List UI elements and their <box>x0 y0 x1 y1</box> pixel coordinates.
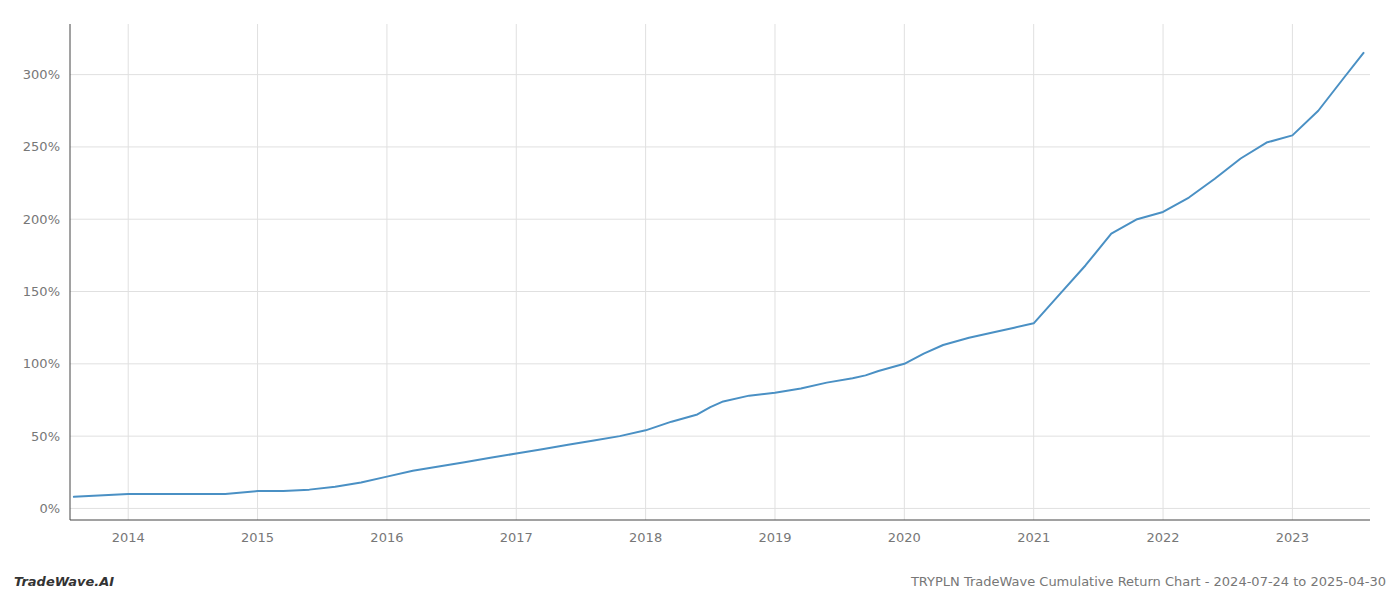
y-grid-line <box>70 436 1370 437</box>
y-grid-line <box>70 219 1370 220</box>
return-line <box>74 53 1364 497</box>
y-tick-label: 200% <box>23 212 60 227</box>
x-axis-line <box>70 520 1370 521</box>
y-grid-line <box>70 508 1370 509</box>
footer: TradeWave.AI TRYPLN TradeWave Cumulative … <box>14 574 1386 589</box>
x-tick-label: 2019 <box>758 530 791 545</box>
y-grid-line <box>70 146 1370 147</box>
x-tick-label: 2015 <box>241 530 274 545</box>
x-tick-label: 2016 <box>370 530 403 545</box>
x-grid-line <box>257 24 258 520</box>
x-tick-label: 2020 <box>888 530 921 545</box>
y-axis-line <box>70 24 71 520</box>
y-tick-label: 0% <box>39 501 60 516</box>
y-tick-label: 150% <box>23 284 60 299</box>
brand-annotation: TradeWave.AI <box>14 574 114 589</box>
tick-labels: 2014 2015 2016 2017 2018 2019 2020 2021 2022 2023… <box>23 67 1309 545</box>
grid <box>70 24 1370 520</box>
chart: 2014 2015 2016 2017 2018 2019 2020 2021 2022 2023… <box>0 0 1400 600</box>
x-grid-line <box>128 24 129 520</box>
x-tick-label: 2023 <box>1276 530 1309 545</box>
x-grid-line <box>1033 24 1034 520</box>
x-tick-label: 2022 <box>1146 530 1179 545</box>
x-grid-line <box>1292 24 1293 520</box>
chart-title: TRYPLN TradeWave Cumulative Return Chart… <box>910 574 1386 589</box>
x-tick-label: 2017 <box>500 530 533 545</box>
background <box>0 0 1400 600</box>
x-grid-line <box>904 24 905 520</box>
y-grid-line <box>70 363 1370 364</box>
x-grid-line <box>1163 24 1164 520</box>
y-grid-line <box>70 291 1370 292</box>
x-grid-line <box>774 24 775 520</box>
x-grid-line <box>516 24 517 520</box>
y-tick-label: 250% <box>23 139 60 154</box>
y-tick-label: 300% <box>23 67 60 82</box>
x-tick-label: 2014 <box>112 530 145 545</box>
y-grid-line <box>70 74 1370 75</box>
plot-area <box>74 53 1364 497</box>
x-tick-label: 2021 <box>1017 530 1050 545</box>
y-tick-label: 50% <box>31 429 60 444</box>
y-tick-label: 100% <box>23 356 60 371</box>
x-grid-line <box>645 24 646 520</box>
x-grid-line <box>386 24 387 520</box>
x-tick-label: 2018 <box>629 530 662 545</box>
